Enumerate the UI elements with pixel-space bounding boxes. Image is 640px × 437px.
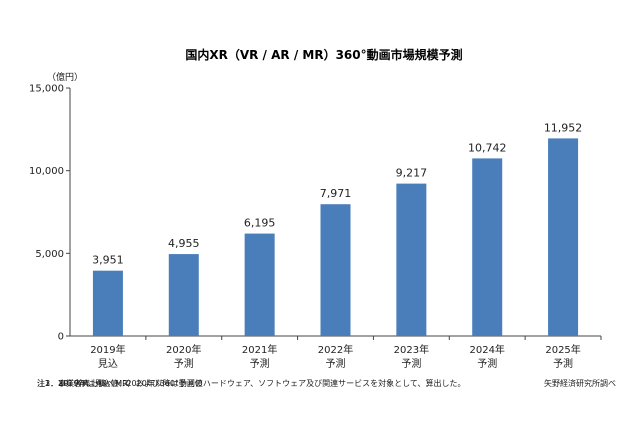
x-category-label: 2025年 bbox=[545, 343, 580, 356]
x-category-label: 2024年 bbox=[469, 343, 504, 356]
x-category-label: 2019年 bbox=[90, 343, 125, 356]
x-category-sublabel: 予測 bbox=[250, 357, 270, 370]
footnote-1: 注1．事業者売上高ベース bbox=[37, 379, 130, 388]
x-category-label: 2022年 bbox=[318, 343, 353, 356]
bar bbox=[320, 204, 351, 336]
x-category-label: 2021年 bbox=[242, 343, 277, 356]
bar-value-label: 4,955 bbox=[168, 237, 200, 250]
x-category-label: 2023年 bbox=[394, 343, 429, 356]
x-category-label: 2020年 bbox=[166, 343, 201, 356]
source-credit: 矢野経済研究所調べ bbox=[544, 379, 616, 388]
y-tick-label: 10,000 bbox=[29, 166, 64, 177]
bar-value-label: 10,742 bbox=[468, 141, 507, 154]
footnote-3: 注3．XR（VR、AR、MR）および360°動画のハードウェア、ソフトウェア及び… bbox=[37, 379, 466, 388]
bar bbox=[168, 254, 199, 336]
y-tick-label: 5,000 bbox=[35, 249, 64, 260]
x-category-sublabel: 予測 bbox=[174, 357, 194, 370]
y-axis-unit-label: （億円） bbox=[47, 71, 83, 83]
x-category-sublabel: 予測 bbox=[477, 357, 497, 370]
chart-title: 国内XR（VR / AR / MR）360°動画市場規模予測 bbox=[185, 47, 462, 62]
bar-value-label: 6,195 bbox=[244, 217, 276, 230]
y-tick-label: 0 bbox=[58, 332, 64, 343]
footnote-2: 注2．2019年は見込値、2020年以降は予測値 bbox=[37, 379, 203, 388]
x-category-sublabel: 予測 bbox=[553, 357, 573, 370]
bar bbox=[92, 270, 123, 336]
bar bbox=[396, 183, 427, 336]
bar bbox=[472, 158, 503, 336]
x-category-sublabel: 見込 bbox=[98, 358, 118, 370]
bar-value-label: 11,952 bbox=[544, 121, 583, 134]
x-category-sublabel: 予測 bbox=[326, 357, 346, 370]
x-category-sublabel: 予測 bbox=[401, 357, 421, 370]
bar-value-label: 9,217 bbox=[396, 167, 428, 180]
bar-value-label: 7,971 bbox=[320, 187, 352, 200]
y-tick-label: 15,000 bbox=[29, 84, 64, 95]
bar bbox=[244, 233, 275, 336]
bar-value-label: 3,951 bbox=[92, 254, 124, 267]
bar bbox=[548, 138, 579, 336]
